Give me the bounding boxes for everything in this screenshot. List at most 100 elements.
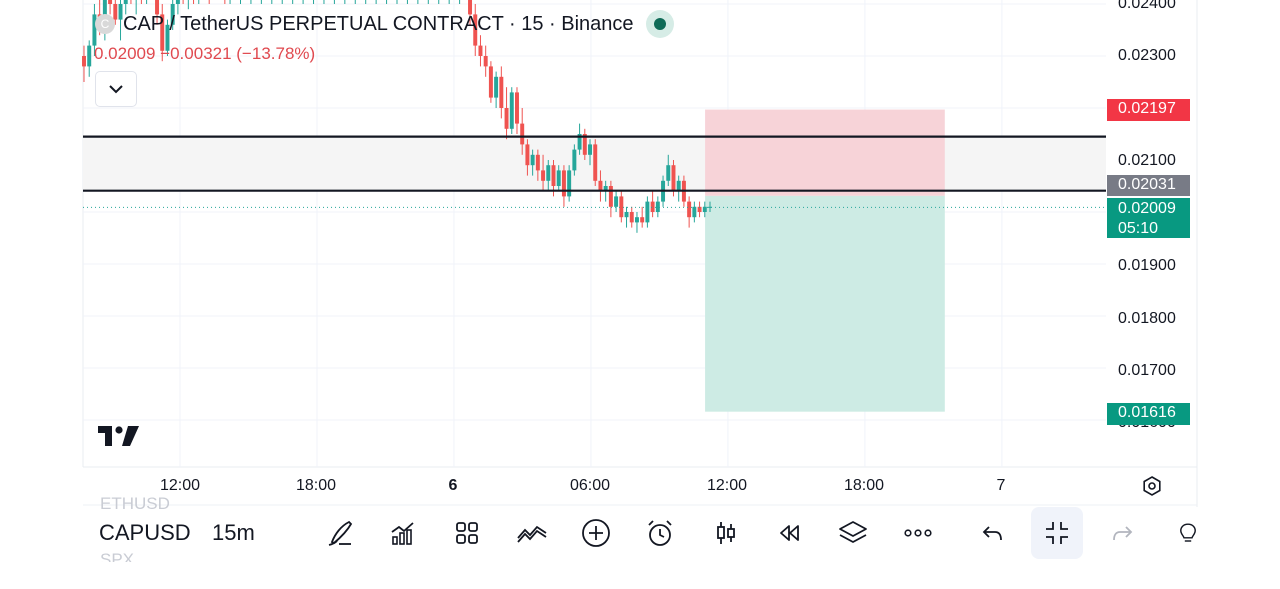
- candle: [708, 201, 712, 212]
- candles: [82, 0, 712, 233]
- candle: [224, 0, 226, 4]
- candle: [438, 0, 440, 4]
- alert-clock-icon[interactable]: [640, 514, 680, 552]
- candle: [629, 206, 634, 228]
- candle: [556, 165, 561, 192]
- collapse-fullscreen-icon[interactable]: [1031, 507, 1083, 559]
- candle-body: [92, 14, 97, 46]
- candle: [187, 0, 189, 10]
- take-profit-zone: [705, 195, 945, 412]
- candle: [655, 196, 660, 218]
- candle: [354, 0, 356, 4]
- market-status-icon[interactable]: [645, 10, 674, 38]
- candle: [292, 0, 294, 4]
- candle-body: [598, 180, 603, 192]
- symbol-selector[interactable]: CAPUSD: [99, 520, 191, 545]
- candle: [598, 170, 603, 202]
- candle-body: [155, 0, 160, 15]
- candle-body: [509, 92, 514, 129]
- candle-body: [608, 186, 613, 207]
- candle: [515, 87, 519, 134]
- candle: [82, 45, 86, 82]
- replay-icon[interactable]: [769, 514, 809, 552]
- brush-icon[interactable]: [320, 514, 360, 552]
- layers-icon[interactable]: [833, 514, 873, 552]
- candle-body: [468, 0, 473, 15]
- time-tick: 12:00: [159, 477, 201, 494]
- candle-body: [82, 56, 86, 67]
- candle-body: [624, 212, 629, 218]
- indicators-icon[interactable]: [383, 514, 423, 552]
- candle: [459, 0, 461, 4]
- lightbulb-icon[interactable]: [1176, 514, 1200, 552]
- layout-grid-icon[interactable]: [447, 514, 487, 552]
- price-tick: 0.01700: [1118, 362, 1176, 379]
- time-tick: 6: [448, 477, 458, 494]
- undo-icon[interactable]: [973, 514, 1013, 552]
- add-icon[interactable]: [576, 514, 616, 552]
- candle-body: [697, 206, 702, 212]
- candles-icon[interactable]: [706, 514, 746, 552]
- candle: [504, 87, 509, 140]
- candle-body: [561, 170, 566, 197]
- candle: [697, 201, 702, 218]
- candle: [108, 0, 113, 15]
- candle-body: [603, 186, 608, 192]
- candle-body: [108, 0, 113, 4]
- line-price-tag: 0.02031: [1107, 175, 1190, 196]
- candle-body: [614, 196, 619, 207]
- grid: [82, 0, 1198, 507]
- candle: [146, 0, 148, 4]
- candle: [170, 0, 175, 30]
- candle: [614, 191, 619, 212]
- more-icon[interactable]: [898, 514, 938, 552]
- candle: [240, 0, 241, 4]
- candle: [406, 0, 408, 4]
- symbol-title[interactable]: CAP / TetherUS PERPETUAL CONTRACT · 15 ·…: [123, 12, 634, 35]
- candle-body: [582, 134, 587, 155]
- candle-body: [499, 76, 504, 108]
- price-change: 0.02009 −0.00321 (−13.78%): [94, 44, 316, 63]
- candle-body: [530, 154, 535, 166]
- coin-logo: C: [95, 14, 115, 34]
- candle: [546, 160, 551, 192]
- candle: [427, 0, 429, 4]
- horizontal-lines[interactable]: [83, 135, 1106, 208]
- candle: [193, 0, 195, 4]
- candle: [676, 175, 681, 202]
- candle-body: [577, 134, 582, 150]
- candle: [113, 0, 118, 25]
- candle: [582, 128, 587, 160]
- candle: [608, 180, 613, 218]
- candle: [229, 0, 231, 4]
- candle: [530, 149, 535, 176]
- candle: [468, 0, 473, 25]
- redo-icon[interactable]: [1102, 514, 1142, 552]
- timeframe-selector[interactable]: 15m: [212, 520, 255, 545]
- candle: [666, 154, 671, 186]
- symbol-header[interactable]: C CAP / TetherUS PERPETUAL CONTRACT · 15…: [95, 10, 674, 38]
- tradingview-logo: [98, 426, 139, 446]
- candle-body: [118, 4, 123, 20]
- candle: [386, 0, 388, 4]
- candle: [692, 201, 697, 223]
- candle-body: [113, 4, 118, 20]
- chevron-down-icon: [109, 85, 123, 94]
- candle-body: [634, 217, 639, 223]
- last-price-value: 0.02009: [1118, 200, 1176, 217]
- candle-body: [483, 56, 488, 67]
- candle-body: [87, 45, 92, 67]
- candle: [448, 0, 450, 4]
- candle: [525, 139, 530, 176]
- price-tick: 0.02300: [1118, 47, 1176, 64]
- candle: [634, 212, 639, 233]
- ghost-symbol-below: SPX: [100, 550, 135, 562]
- candle: [198, 0, 200, 4]
- collapse-legend-button[interactable]: [95, 71, 137, 107]
- settings-icon[interactable]: [1140, 474, 1164, 498]
- compare-icon[interactable]: [512, 514, 552, 552]
- candle: [250, 0, 252, 4]
- candle: [509, 87, 514, 134]
- ghost-symbol-above: ETHUSD: [100, 494, 170, 513]
